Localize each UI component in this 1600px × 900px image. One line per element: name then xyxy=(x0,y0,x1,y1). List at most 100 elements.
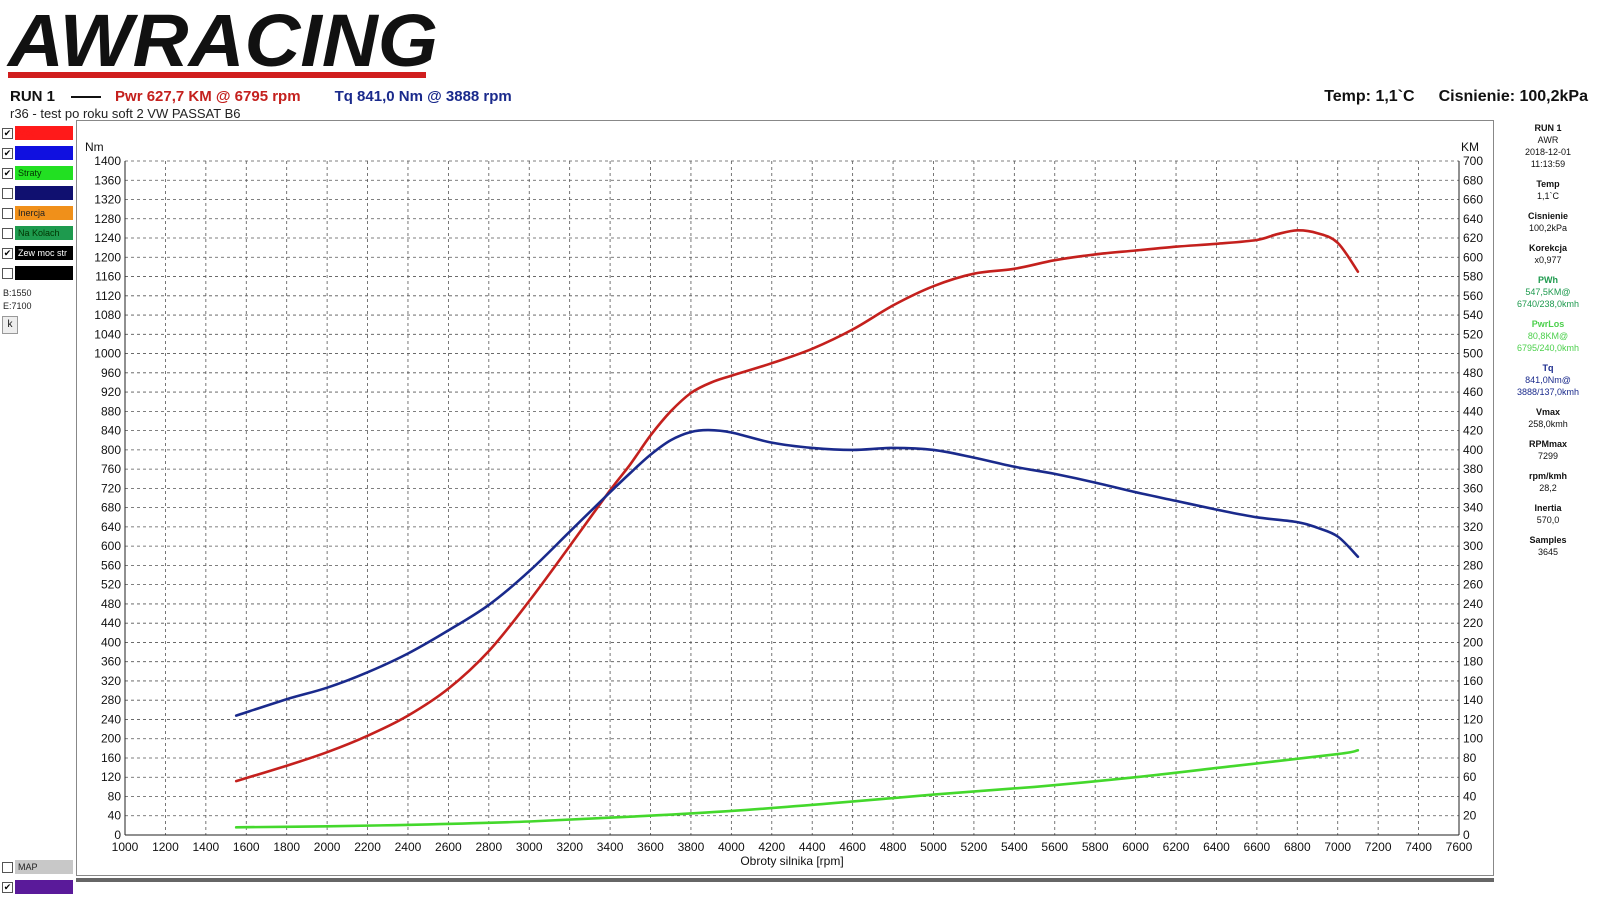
legend-checkbox[interactable]: ✔ xyxy=(2,168,13,179)
run-line-sample xyxy=(71,96,102,99)
bottom-legend-checkbox[interactable]: ✔ xyxy=(2,882,13,893)
y-right-tick-label: 440 xyxy=(1463,404,1483,418)
x-tick-label: 1600 xyxy=(233,840,260,854)
dyno-chart: 1000 1200 1400 1600 1800 2000 2200 2400 2600 2800… xyxy=(85,140,1483,868)
x-tick-label: 2800 xyxy=(475,840,502,854)
info-group: Inertia 570,0 xyxy=(1496,502,1600,526)
run-info-panel: RUN 1 AWR 2018-12-01 11:13:59 Temp 1,1`C Cisni… xyxy=(1496,122,1600,566)
bottom-scrollbar[interactable] xyxy=(76,878,1494,882)
x-tick-label: 4400 xyxy=(799,840,826,854)
x-tick-label: 2400 xyxy=(395,840,422,854)
k-button[interactable]: k xyxy=(2,316,18,334)
info-value: x0,977 xyxy=(1534,255,1562,265)
y-right-tick-label: 180 xyxy=(1463,655,1483,669)
legend-swatch[interactable]: Na Kolach xyxy=(15,226,73,240)
info-group: PwrLos 80,8KM@ 6795/240,0kmh xyxy=(1496,318,1600,354)
y-right-tick-label: 140 xyxy=(1463,693,1483,707)
bottom-legend-swatch[interactable]: MAP xyxy=(15,860,73,874)
legend-checkbox[interactable] xyxy=(2,268,13,279)
info-label: rpm/kmh xyxy=(1528,471,1567,481)
y-right-tick-label: 460 xyxy=(1463,385,1483,399)
info-group: RPMmax 7299 xyxy=(1496,438,1600,462)
y-right-tick-label: 400 xyxy=(1463,443,1483,457)
info-value: 258,0kmh xyxy=(1528,419,1568,429)
x-tick-label: 3200 xyxy=(556,840,583,854)
legend-swatch[interactable] xyxy=(15,186,73,200)
y-right-tick-label: 320 xyxy=(1463,520,1483,534)
legend-item[interactable]: Inercja xyxy=(2,206,73,221)
legend-item[interactable] xyxy=(2,186,73,201)
range-end: E:7100 xyxy=(3,301,32,311)
bottom-legend-checkbox[interactable] xyxy=(2,862,13,873)
legend-item[interactable]: ✔ Straty xyxy=(2,166,73,181)
y-right-tick-label: 680 xyxy=(1463,173,1483,187)
run-description: r36 - test po roku soft 2 VW PASSAT B6 xyxy=(10,106,241,121)
y-left-tick-label: 1400 xyxy=(94,154,121,168)
info-extra: 6795/240,0kmh xyxy=(1516,343,1580,353)
series-straty-line xyxy=(234,749,1360,829)
pressure-readout: Cisnienie: 100,2kPa xyxy=(1438,88,1588,105)
y-right-tick-label: 660 xyxy=(1463,193,1483,207)
legend-checkbox[interactable] xyxy=(2,188,13,199)
y-left-tick-label: 680 xyxy=(101,501,121,515)
y-left-tick-label: 720 xyxy=(101,481,121,495)
info-value: 7299 xyxy=(1537,451,1559,461)
x-tick-label: 2000 xyxy=(314,840,341,854)
info-label: Inertia xyxy=(1534,503,1562,513)
y-right-tick-label: 640 xyxy=(1463,212,1483,226)
legend-swatch[interactable]: Zew moc str xyxy=(15,246,73,260)
legend-checkbox[interactable]: ✔ xyxy=(2,248,13,259)
y-left-tick-label: 560 xyxy=(101,558,121,572)
y-left-tick-label: 1280 xyxy=(94,212,121,226)
y-right-tick-label: 340 xyxy=(1463,501,1483,515)
y-left-tick-label: 0 xyxy=(114,828,121,842)
y-left-tick-label: 280 xyxy=(101,693,121,707)
y-left-tick-label: 440 xyxy=(101,616,121,630)
x-tick-label: 7600 xyxy=(1446,840,1473,854)
x-tick-label: 6200 xyxy=(1163,840,1190,854)
info-value: 1,1`C xyxy=(1536,191,1559,201)
legend-swatch[interactable] xyxy=(15,146,73,160)
bottom-legend-swatch[interactable] xyxy=(15,880,73,894)
legend-swatch[interactable]: Straty xyxy=(15,166,73,180)
legend-swatch[interactable] xyxy=(15,266,73,280)
x-tick-label: 1200 xyxy=(152,840,179,854)
run-summary: RUN 1 Pwr 627,7 KM @ 6795 rpm Tq 841,0 Nm … xyxy=(10,88,512,105)
info-value: 570,0 xyxy=(1536,515,1560,525)
y-right-tick-label: 620 xyxy=(1463,231,1483,245)
bottom-legend-item[interactable]: MAP xyxy=(2,860,73,875)
legend-checkbox[interactable]: ✔ xyxy=(2,148,13,159)
environment-readout: Temp: 1,1`C Cisnienie: 100,2kPa xyxy=(1324,88,1588,106)
y-right-axis-title: KM xyxy=(1461,140,1479,154)
info-label: Cisnienie xyxy=(1527,211,1568,221)
legend-checkbox[interactable]: ✔ xyxy=(2,128,13,139)
legend-swatch[interactable]: Moc xyxy=(15,126,73,140)
y-right-tick-label: 20 xyxy=(1463,809,1477,823)
y-right-tick-label: 300 xyxy=(1463,539,1483,553)
legend-checkbox[interactable] xyxy=(2,208,13,219)
legend-swatch[interactable]: Inercja xyxy=(15,206,73,220)
legend-item[interactable]: ✔ Moc xyxy=(2,126,73,141)
x-tick-label: 1400 xyxy=(192,840,219,854)
info-value: 100,2kPa xyxy=(1528,223,1568,233)
info-value: 3645 xyxy=(1537,547,1559,557)
y-right-tick-label: 200 xyxy=(1463,635,1483,649)
y-left-tick-label: 920 xyxy=(101,385,121,399)
y-right-tick-label: 540 xyxy=(1463,308,1483,322)
bottom-legend-item[interactable]: ✔ xyxy=(2,880,73,895)
y-right-tick-label: 280 xyxy=(1463,558,1483,572)
legend-item[interactable]: Na Kolach xyxy=(2,226,73,241)
x-tick-label: 7200 xyxy=(1365,840,1392,854)
dyno-chart-frame: 1000 1200 1400 1600 1800 2000 2200 2400 2600 2800… xyxy=(76,120,1494,876)
x-tick-label: 1800 xyxy=(273,840,300,854)
y-left-tick-label: 200 xyxy=(101,732,121,746)
y-right-tick-label: 0 xyxy=(1463,828,1470,842)
grid xyxy=(124,160,1460,836)
range-begin: B:1550 xyxy=(3,288,32,298)
legend-item[interactable]: ✔ Zew moc str xyxy=(2,246,73,261)
run-label: RUN 1 xyxy=(10,88,56,105)
axes: 1000 1200 1400 1600 1800 2000 2200 2400 2600 2800… xyxy=(85,140,1483,868)
legend-checkbox[interactable] xyxy=(2,228,13,239)
legend-item[interactable]: ✔ xyxy=(2,146,73,161)
legend-item[interactable] xyxy=(2,266,73,281)
